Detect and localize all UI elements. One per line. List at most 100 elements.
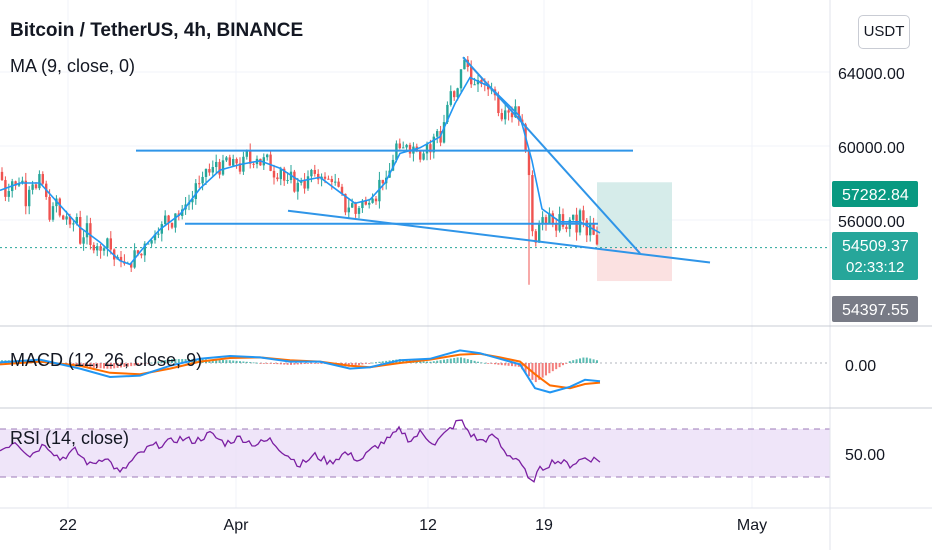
candle-body bbox=[405, 144, 408, 148]
macd-histogram-bar bbox=[215, 359, 218, 363]
macd-histogram-bar bbox=[402, 359, 405, 363]
macd-histogram-bar bbox=[497, 363, 500, 365]
macd-histogram-bar bbox=[228, 360, 231, 363]
candle-body bbox=[96, 246, 99, 251]
macd-histogram-bar bbox=[545, 363, 547, 376]
candle-body bbox=[527, 150, 531, 176]
candle-body bbox=[419, 151, 422, 160]
candle-body bbox=[286, 179, 289, 181]
candle-body bbox=[31, 184, 34, 190]
candle-body bbox=[62, 215, 65, 220]
grid bbox=[0, 0, 830, 508]
candle-body bbox=[361, 200, 364, 209]
macd-histogram-bar bbox=[177, 359, 180, 363]
candle-body bbox=[565, 226, 568, 230]
candle-body bbox=[238, 163, 242, 172]
candle-body bbox=[402, 147, 405, 149]
macd-histogram-bar bbox=[140, 363, 143, 365]
candle-body bbox=[252, 163, 255, 165]
macd-histogram-bar bbox=[184, 359, 187, 363]
candle-body bbox=[262, 157, 265, 166]
candle-body bbox=[48, 196, 51, 220]
macd-histogram-bar bbox=[164, 360, 167, 363]
macd-histogram-bar bbox=[171, 359, 173, 363]
time-tick-19: 19 bbox=[535, 517, 553, 534]
stop-price-label: 54397.55 bbox=[832, 296, 918, 322]
candle-body bbox=[534, 231, 537, 243]
candle-body bbox=[198, 183, 201, 185]
candle-body bbox=[17, 183, 21, 186]
macd-histogram-bar bbox=[419, 360, 422, 363]
ma-indicator-label[interactable]: MA (9, close, 0) bbox=[10, 56, 136, 76]
macd-histogram-bar bbox=[249, 362, 252, 363]
macd-histogram-bar bbox=[375, 362, 377, 364]
macd-histogram-bar bbox=[358, 363, 360, 366]
macd-histogram-bar bbox=[276, 363, 279, 365]
macd-histogram-bar bbox=[109, 363, 112, 369]
candle-body bbox=[79, 217, 82, 244]
candle-body bbox=[150, 240, 153, 244]
macd-histogram-bar bbox=[82, 363, 85, 368]
candle-body bbox=[204, 168, 208, 177]
candle-body bbox=[293, 171, 296, 192]
rsi-line bbox=[0, 419, 601, 483]
candle-body bbox=[92, 244, 95, 251]
candle-body bbox=[531, 175, 534, 232]
candle-body bbox=[425, 144, 429, 154]
macd-histogram-bar bbox=[426, 361, 428, 363]
macd-histogram-bar bbox=[286, 363, 289, 365]
candle-body bbox=[130, 263, 133, 268]
chart-title: Bitcoin / TetherUS, 4h, BINANCE bbox=[10, 20, 304, 41]
ma-line bbox=[0, 76, 601, 266]
candle-body bbox=[378, 179, 381, 202]
macd-histogram-bar bbox=[211, 359, 214, 363]
candle-body bbox=[551, 213, 554, 224]
macd-histogram-bar bbox=[443, 359, 445, 363]
candle-body bbox=[215, 161, 218, 168]
candle-body bbox=[221, 160, 225, 175]
candle-body bbox=[432, 136, 435, 153]
macd-histogram-bar bbox=[123, 363, 126, 367]
target-price-text: 57282.84 bbox=[842, 187, 909, 204]
macd-histogram-bar bbox=[364, 363, 367, 364]
candle-body bbox=[170, 222, 174, 228]
candle-body bbox=[398, 143, 401, 149]
macd-histogram-bar bbox=[222, 359, 224, 363]
macd-histogram-bar bbox=[490, 363, 493, 364]
candle-body bbox=[354, 203, 357, 214]
candle-body bbox=[306, 176, 310, 189]
macd-indicator-label[interactable]: MACD (12, 26, close, 9) bbox=[10, 350, 203, 370]
macd-histogram-bar bbox=[103, 363, 105, 369]
candle-body bbox=[157, 233, 160, 235]
macd-histogram-bar bbox=[565, 363, 568, 364]
macd-histogram-bar bbox=[385, 360, 388, 363]
trendline bbox=[462, 56, 641, 254]
time-tick-apr: Apr bbox=[224, 517, 250, 534]
macd-histogram-bar bbox=[534, 363, 537, 383]
macd-histogram-bar bbox=[500, 363, 503, 366]
currency-button[interactable]: USDT bbox=[858, 15, 910, 49]
candle-body bbox=[167, 215, 170, 223]
rsi-indicator-label[interactable]: RSI (14, close) bbox=[10, 428, 130, 448]
macd-histogram-bar bbox=[551, 363, 554, 372]
macd-histogram-bar bbox=[252, 362, 255, 364]
macd-histogram-bar bbox=[575, 359, 578, 363]
candle-body bbox=[368, 202, 371, 205]
macd-histogram-bar bbox=[239, 361, 241, 363]
macd-histogram-bar bbox=[494, 363, 496, 365]
candle-body bbox=[470, 66, 473, 85]
macd-histogram-bar bbox=[439, 360, 442, 363]
macd-line bbox=[0, 349, 601, 394]
macd-histogram-bar bbox=[541, 363, 544, 378]
macd-histogram-bar bbox=[256, 362, 258, 364]
macd-signal-line bbox=[0, 352, 601, 390]
candle-body bbox=[82, 237, 85, 244]
macd-histogram-bar bbox=[555, 363, 558, 370]
candle-body bbox=[208, 168, 211, 173]
macd-histogram-bar bbox=[116, 363, 119, 368]
macd-histogram-bar bbox=[283, 363, 286, 365]
candle-body bbox=[201, 176, 204, 184]
candle-body bbox=[194, 183, 197, 200]
price-tick-56000: 56000.00 bbox=[838, 214, 905, 231]
candle-body bbox=[510, 112, 514, 118]
